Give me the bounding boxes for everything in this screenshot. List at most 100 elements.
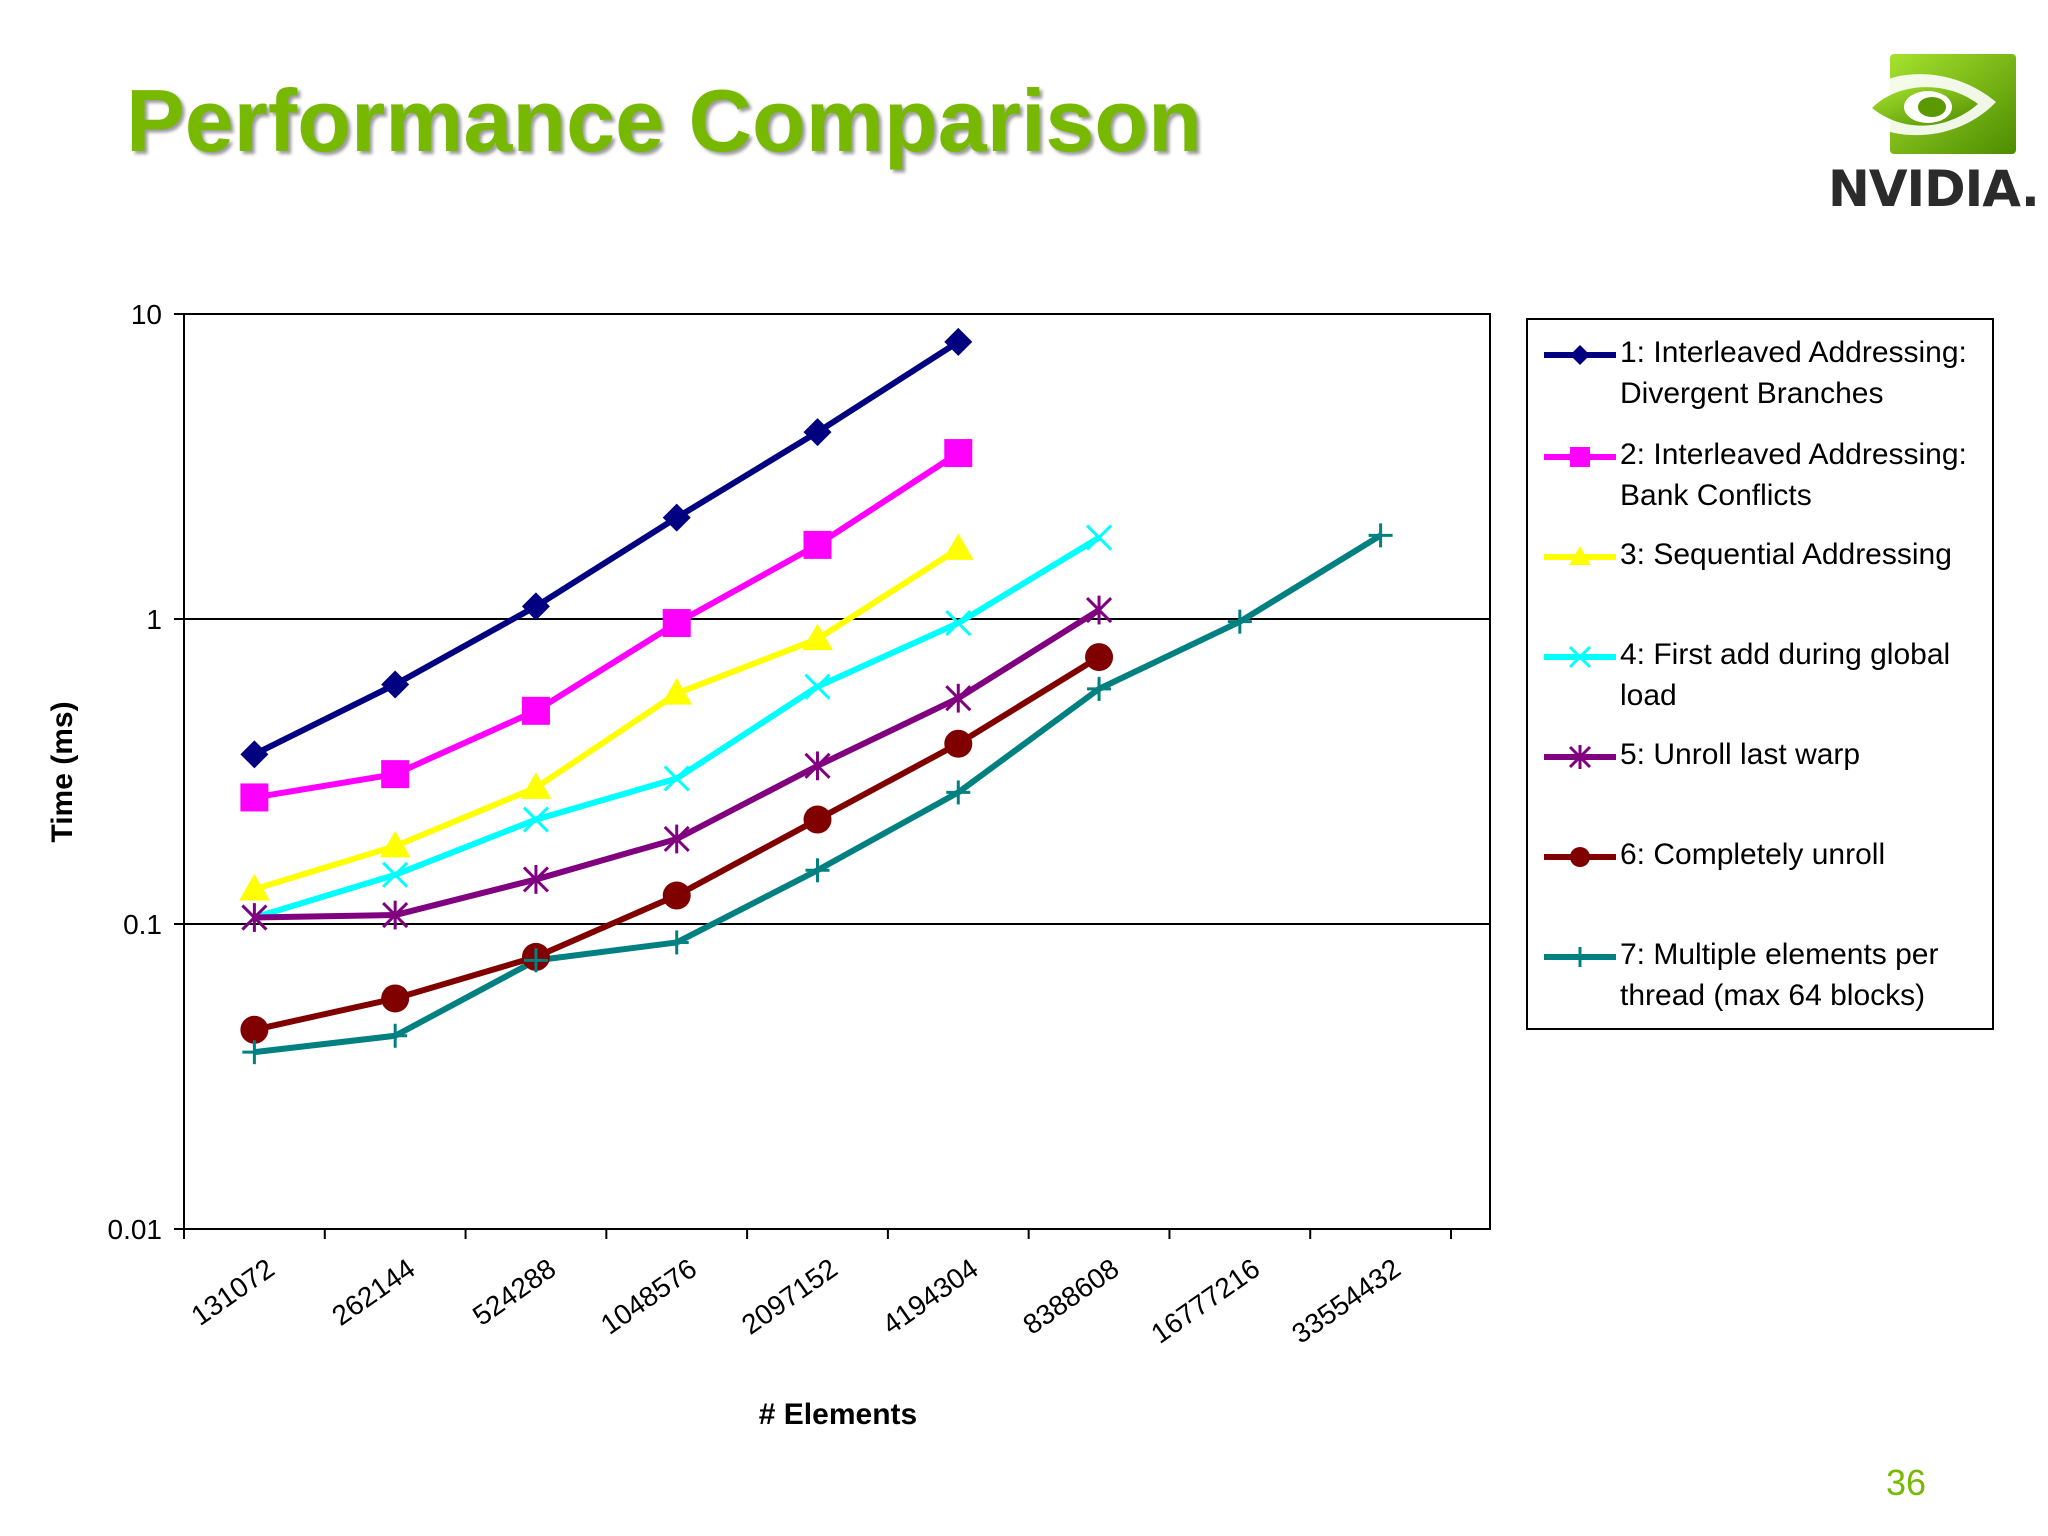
legend-label: 7: Multiple elements per thread (max 64 b…	[1620, 934, 1990, 1016]
data-point-plus	[242, 1040, 267, 1065]
legend-label: 2: Interleaved Addressing: Bank Conflicts	[1620, 434, 1990, 516]
x-tick-label: 16777216	[1145, 1253, 1265, 1350]
legend-item-5: 5: Unroll last warp	[1528, 734, 1988, 824]
data-point-triangle	[802, 623, 833, 651]
x-tick-label: 262144	[326, 1253, 420, 1332]
data-point-square	[240, 783, 269, 812]
data-point-square	[521, 696, 550, 725]
legend-label-line: 4: First add during global	[1620, 638, 1951, 671]
data-point-x	[663, 765, 690, 792]
data-point-x	[1568, 645, 1592, 669]
data-point-diamond	[240, 740, 269, 769]
data-point-square	[803, 530, 832, 559]
data-point-plus	[1368, 523, 1393, 548]
legend-item-2: 2: Interleaved Addressing: Bank Conflicts	[1528, 434, 1988, 524]
data-point-square	[944, 439, 973, 468]
legend-label: 4: First add during global load	[1620, 634, 1990, 716]
legend-swatch	[1544, 447, 1616, 467]
data-point-square	[662, 609, 691, 638]
legend-label-line: load	[1620, 679, 1677, 712]
data-point-triangle	[238, 873, 270, 901]
data-point-plus	[805, 858, 830, 883]
data-point-triangle	[942, 533, 974, 560]
x-tick-label: 524288	[467, 1253, 561, 1332]
legend-label-line: 6: Completely unroll	[1620, 838, 1886, 871]
legend-swatch	[1544, 745, 1616, 769]
data-point-circle	[240, 1015, 269, 1044]
data-point-x	[804, 673, 831, 700]
data-point-triangle	[661, 678, 693, 705]
nvidia-eye-icon	[1846, 54, 2016, 154]
legend-label-line: thread (max 64 blocks)	[1620, 979, 1926, 1012]
data-point-diamond	[521, 592, 550, 621]
data-point-diamond	[381, 670, 410, 699]
x-tick-label: 8388608	[1017, 1253, 1124, 1341]
data-point-plus	[1570, 947, 1590, 967]
legend-label: 3: Sequential Addressing	[1620, 534, 1990, 575]
legend-swatch	[1544, 645, 1616, 669]
data-point-star	[522, 865, 550, 894]
y-tick-label: 1	[146, 604, 162, 635]
data-point-star	[1568, 745, 1592, 769]
data-point-diamond	[944, 327, 973, 356]
data-point-x	[1085, 524, 1113, 551]
series-line-2	[253, 450, 960, 801]
data-point-circle	[1570, 847, 1590, 867]
data-point-triangle	[379, 830, 411, 858]
nvidia-logo: NVIDIA.	[1828, 52, 2040, 218]
data-point-triangle	[520, 772, 552, 799]
series-line-1	[253, 339, 960, 758]
data-point-circle	[662, 881, 691, 910]
x-tick-label: 1048576	[595, 1253, 702, 1341]
y-axis-label: Time (ms)	[46, 701, 79, 842]
data-point-x	[945, 609, 972, 637]
data-point-x	[382, 861, 409, 888]
nvidia-wordmark: NVIDIA.	[1828, 160, 2040, 218]
y-tick-label: 0.01	[108, 1214, 163, 1245]
x-axis-label: # Elements	[759, 1398, 917, 1431]
data-point-star	[663, 824, 690, 854]
legend-swatch	[1544, 546, 1616, 565]
data-point-star	[1085, 595, 1113, 625]
legend-label-line: 1: Interleaved Addressing:	[1620, 336, 1967, 369]
data-point-star	[241, 903, 268, 932]
x-tick-label: 2097152	[736, 1253, 843, 1341]
data-point-plus	[1087, 676, 1112, 701]
legend-item-1: 1: Interleaved Addressing: Divergent Bran…	[1528, 332, 1988, 422]
legend-item-4: 4: First add during global load	[1528, 634, 1988, 724]
data-point-star	[945, 683, 972, 713]
legend-label-line: Divergent Branches	[1620, 377, 1884, 410]
plot-area	[183, 313, 1491, 1230]
legend-item-3: 3: Sequential Addressing	[1528, 534, 1988, 624]
data-point-diamond	[1570, 345, 1590, 365]
data-point-plus	[946, 780, 971, 805]
data-point-circle	[944, 729, 973, 758]
series-line-3	[253, 546, 960, 893]
data-point-plus	[523, 948, 548, 973]
x-tick-label: 131072	[186, 1253, 280, 1332]
x-tick-label: 33554432	[1286, 1253, 1406, 1350]
x-tick-label: 4194304	[877, 1253, 984, 1341]
legend-label: 5: Unroll last warp	[1620, 734, 1990, 775]
legend-label-line: 5: Unroll last warp	[1620, 738, 1861, 771]
data-point-circle	[1085, 643, 1114, 672]
legend-label-line: 7: Multiple elements per	[1620, 938, 1939, 971]
legend-label: 6: Completely unroll	[1620, 834, 1990, 875]
chart-legend: 1: Interleaved Addressing: Divergent Bran…	[1526, 318, 1994, 1030]
data-point-circle	[381, 984, 410, 1013]
legend-item-7: 7: Multiple elements per thread (max 64 b…	[1528, 934, 1988, 1024]
data-point-diamond	[803, 418, 832, 447]
data-point-circle	[803, 805, 832, 834]
legend-swatch	[1544, 345, 1616, 365]
data-point-plus	[1227, 609, 1252, 634]
legend-label-line: 2: Interleaved Addressing:	[1620, 438, 1967, 471]
legend-label: 1: Interleaved Addressing: Divergent Bran…	[1620, 332, 1990, 414]
page-number: 36	[1885, 1462, 1926, 1503]
data-point-plus	[664, 930, 689, 955]
legend-label-line: 3: Sequential Addressing	[1620, 538, 1952, 571]
slide-title: Performance Comparison	[126, 71, 1202, 170]
legend-swatch	[1544, 947, 1616, 967]
data-point-triangle	[1569, 546, 1591, 565]
data-point-star	[804, 751, 831, 781]
